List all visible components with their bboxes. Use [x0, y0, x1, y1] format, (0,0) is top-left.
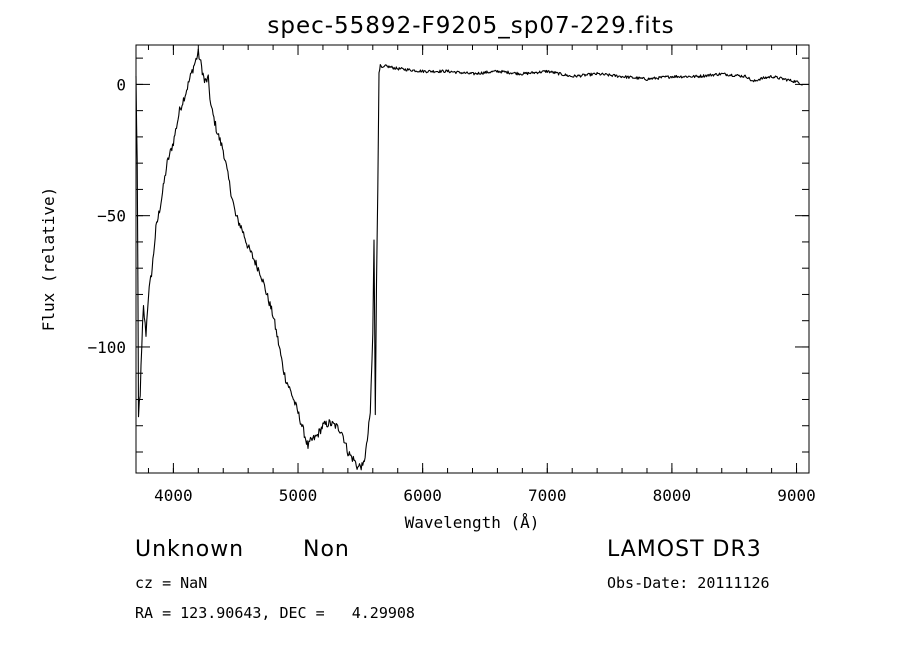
x-tick-label: 4000: [154, 486, 193, 505]
chart-title: spec-55892-F9205_sp07-229.fits: [267, 13, 674, 39]
ra-dec-coordinates: RA = 123.90643, DEC = 4.29908: [135, 604, 415, 622]
x-tick-label: 9000: [777, 486, 816, 505]
y-tick-label: 0: [116, 75, 126, 94]
y-axis-label: Flux (relative): [39, 187, 58, 332]
x-tick-label: 7000: [528, 486, 567, 505]
survey-label: LAMOST DR3: [607, 537, 762, 562]
y-axis: 0 −50 −100: [87, 75, 809, 357]
x-axis-label: Wavelength (Å): [405, 513, 540, 532]
x-tick-label: 6000: [403, 486, 442, 505]
object-name: Unknown: [135, 537, 245, 562]
object-type: Non: [303, 537, 350, 562]
x-tick-label: 5000: [279, 486, 318, 505]
redshift-cz: cz = NaN: [135, 574, 208, 592]
minor-ticks: [136, 45, 809, 473]
spectrum-line: [135, 48, 804, 471]
y-tick-label: −100: [87, 338, 126, 357]
x-tick-label: 8000: [653, 486, 692, 505]
observation-date: Obs-Date: 20111126: [607, 574, 770, 592]
x-axis: 4000 5000 6000 7000 8000 9000: [154, 45, 816, 505]
y-tick-label: −50: [97, 207, 126, 226]
plot-frame: [135, 44, 810, 474]
